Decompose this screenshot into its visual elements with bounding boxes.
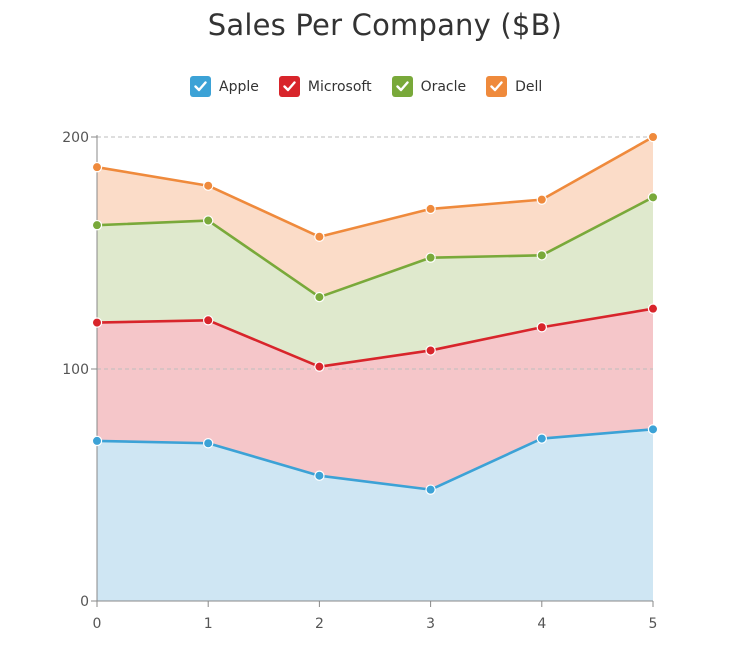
point-apple [314,470,325,481]
checkbox-icon[interactable] [278,76,300,97]
legend-item-dell[interactable]: Dell [486,76,542,97]
point-oracle [314,291,325,303]
y-tick-label: 0 [80,594,89,610]
point-microsoft [202,315,214,326]
legend-label: Oracle [420,78,467,95]
point-oracle [202,215,214,226]
y-tick-label: 100 [62,362,89,378]
point-microsoft [314,361,325,372]
x-tick-label: 3 [426,616,435,632]
x-tick-label: 5 [649,616,658,632]
legend-label: Microsoft [307,78,372,95]
point-dell [647,131,659,143]
line-dell [96,135,654,239]
point-apple [536,433,548,444]
point-dell [536,194,548,205]
point-oracle [425,252,436,263]
y-tick-label: 200 [62,130,89,146]
point-oracle [647,192,659,203]
chart-title: Sales Per Company ($B) [207,8,563,42]
legend-item-apple[interactable]: Apple [190,76,259,97]
legend-item-microsoft[interactable]: Microsoft [278,76,372,97]
area-apple [97,429,653,601]
point-microsoft [647,303,659,314]
checkbox-icon[interactable] [391,76,413,97]
legend: Apple Microsoft Oracle Dell [190,76,542,97]
point-apple [202,438,214,449]
checkbox-icon[interactable] [486,76,508,97]
point-oracle [536,250,548,261]
point-microsoft [536,322,548,333]
checkbox-icon[interactable] [190,76,211,97]
point-oracle [91,219,103,231]
point-dell [202,180,214,191]
x-tick-label: 4 [537,616,546,632]
area-microsoft [97,308,653,490]
legend-label: Apple [219,78,259,95]
line-microsoft [96,307,654,368]
x-tick-label: 1 [204,616,213,632]
point-microsoft [425,345,436,356]
point-dell [314,231,325,242]
point-dell [425,203,436,215]
point-apple [647,424,659,435]
legend-item-oracle[interactable]: Oracle [391,76,467,97]
point-microsoft [91,317,103,328]
x-tick-label: 0 [93,616,102,632]
point-apple [425,484,436,495]
line-apple [96,428,654,491]
point-dell [91,161,103,173]
x-tick-label: 2 [315,616,324,632]
line-oracle [96,196,654,299]
point-apple [91,435,103,447]
legend-label: Dell [515,78,543,95]
